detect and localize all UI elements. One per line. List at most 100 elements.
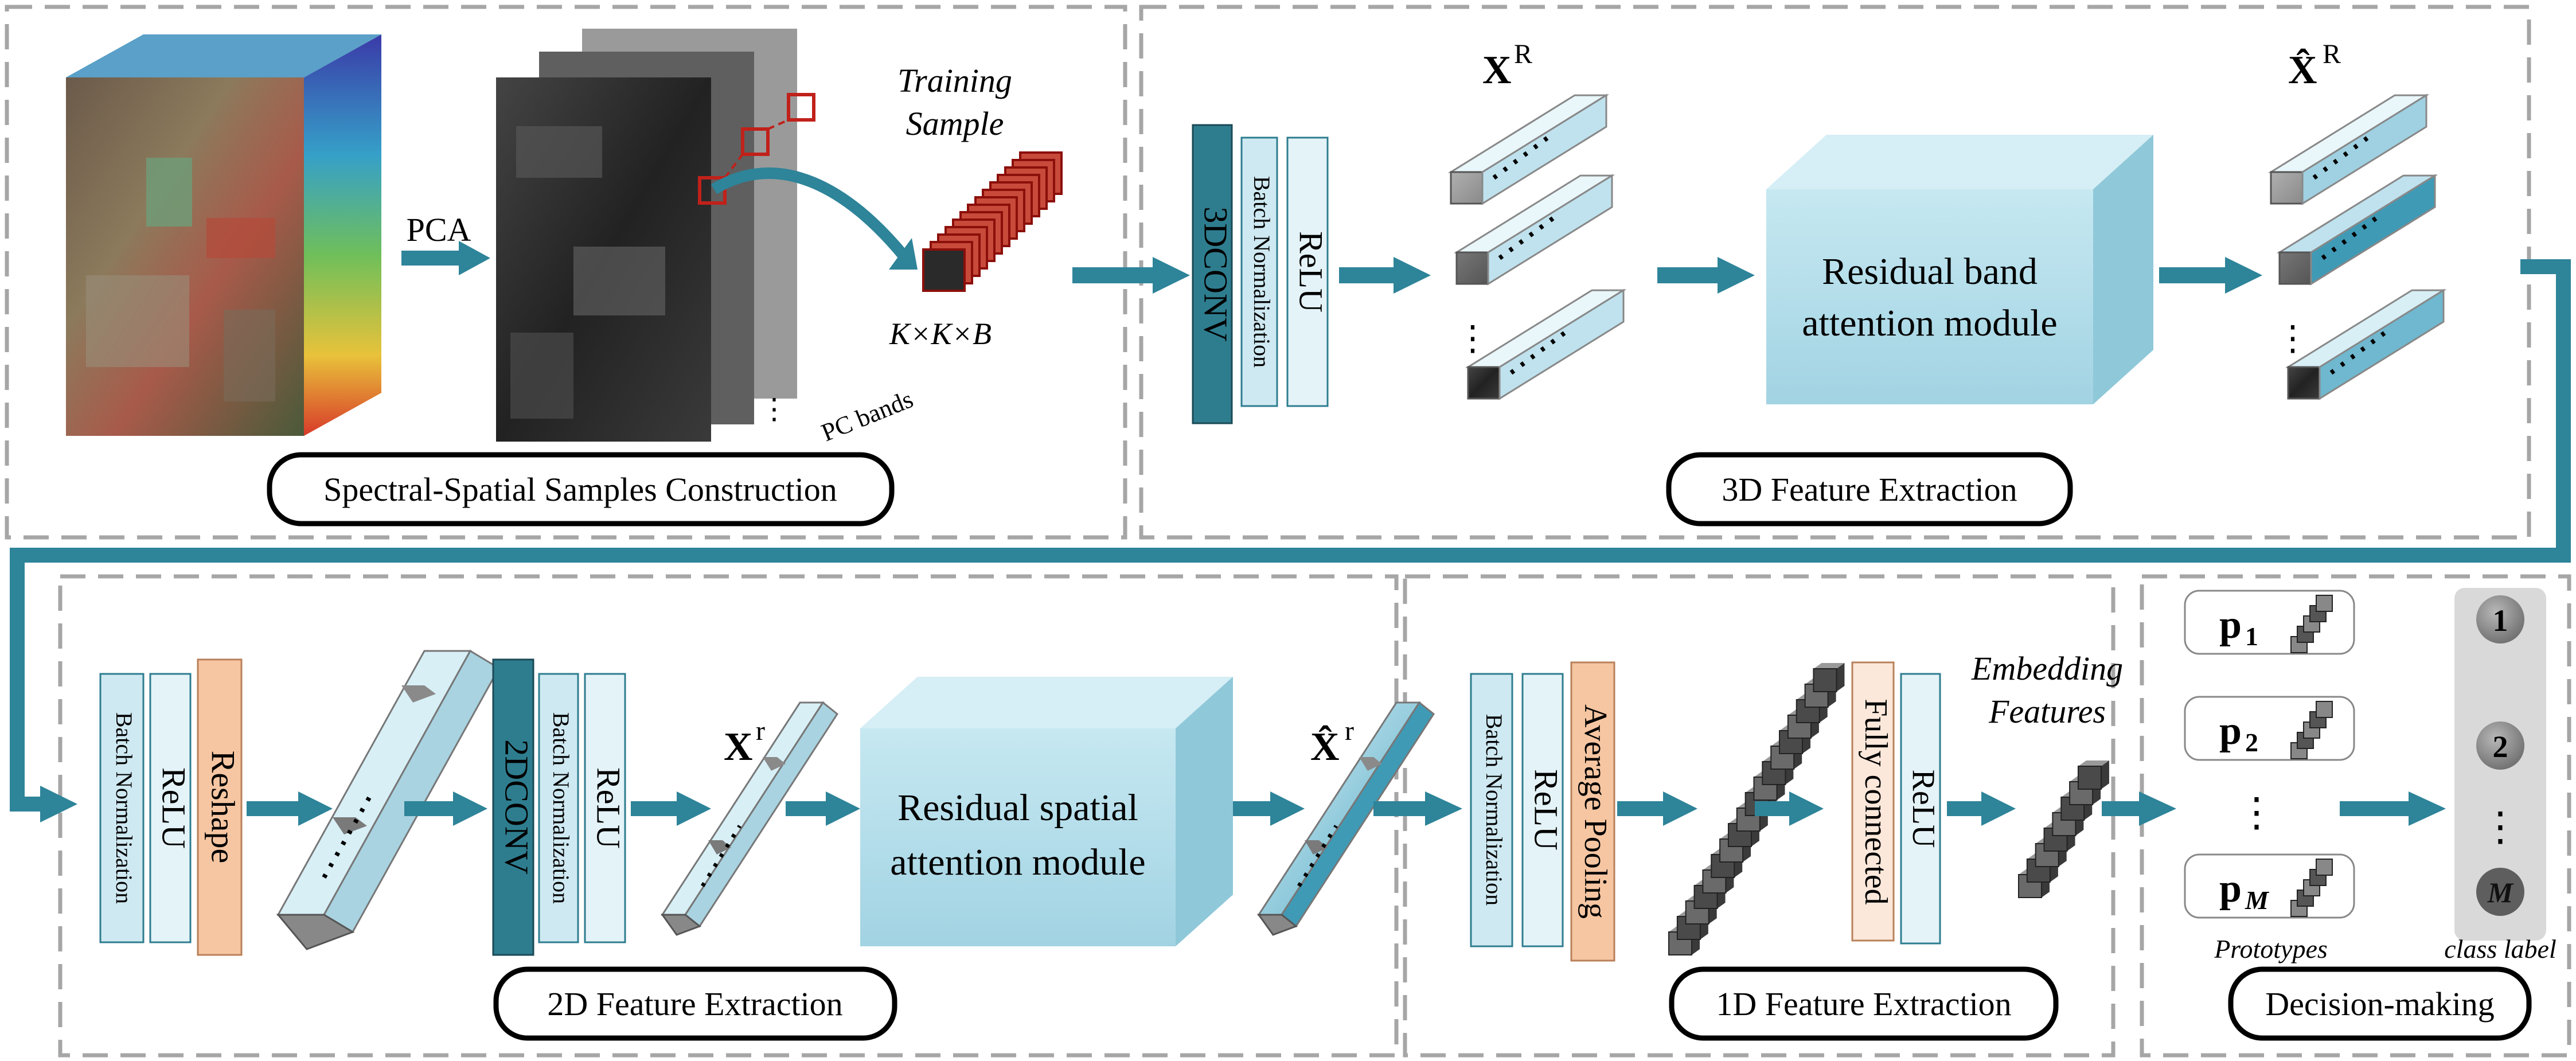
layer-fc-label: Fully connected — [1858, 699, 1894, 904]
hsi-cube — [66, 34, 381, 436]
layer-1d-bn — [1470, 673, 1513, 947]
arrow-to-decision-head — [2139, 791, 2176, 826]
layer-3d-relu — [1286, 136, 1329, 407]
title-spectral-spatial: Spectral-Spatial Samples Construction — [323, 471, 837, 508]
xR-bar-2 — [1453, 174, 1615, 286]
layer-avgpool-label: Average Pooling — [1578, 704, 1613, 919]
arrow-2d-3-head — [677, 791, 711, 826]
xr-label: X — [724, 725, 753, 769]
arrow-2d-1-head — [298, 791, 333, 826]
class-circle-M — [2476, 868, 2524, 916]
arrow-1d-2-head — [1789, 791, 1824, 826]
xR-bar-1 — [1447, 93, 1610, 205]
prototype-1-sub: 1 — [2245, 622, 2258, 651]
pooled-cube — [1813, 663, 1845, 692]
title-pill-1d — [1669, 966, 2059, 1041]
arrow-3d-2-head — [1718, 257, 1755, 294]
prototype-1-label: p — [2219, 603, 2242, 647]
xR-bar-3 — [1465, 288, 1627, 400]
xR-ellipsis: ⋮ — [1455, 319, 1490, 357]
layer-1d-relu — [1521, 673, 1564, 947]
prototype-M-label: p — [2219, 867, 2242, 911]
connector-3d-to-2d — [10, 259, 2571, 812]
title-decision: Decision-making — [2265, 985, 2494, 1023]
layer-2d-relu1 — [149, 673, 192, 943]
class-M-label: M — [2487, 876, 2514, 908]
title-2d: 2D Feature Extraction — [547, 985, 842, 1023]
layer-2d-relu2 — [584, 673, 626, 943]
layer-reshape — [197, 658, 243, 956]
title-pill-spectral-spatial — [267, 452, 895, 526]
title-pill-2d — [493, 966, 897, 1041]
layer-1d-relu2-label: ReLU — [1906, 770, 1941, 848]
layer-2d-bn2-label: Batch Normalization — [548, 712, 574, 904]
pc-band-stack — [496, 29, 815, 442]
prototype-2-label: p — [2219, 709, 2242, 753]
prototypes-caption: Prototypes — [2214, 934, 2328, 964]
layer-2d-relu1-label: ReLU — [155, 767, 193, 849]
rsa-label-line1: Residual spatial — [897, 787, 1138, 829]
prototype-2-sub: 2 — [2245, 728, 2258, 757]
xhatR-bars: ⋮ — [2267, 93, 2447, 400]
prototype-M-sub: M — [2245, 886, 2270, 915]
hsi-cube-side — [304, 34, 381, 436]
xR-label: X — [1482, 48, 1512, 92]
arrow-3d-1-head — [1394, 257, 1431, 294]
pc-bands-ellipsis: ⋮ — [760, 393, 789, 425]
layer-avgpool — [1570, 661, 1615, 962]
xhatR-label: X̂ — [2288, 48, 2317, 92]
arrow-to-class-head — [2409, 791, 2446, 826]
rba-label-line2: attention module — [1802, 302, 2057, 344]
pc-bands-label: PC bands — [817, 385, 917, 447]
xhatr-label: X̂ — [1310, 725, 1340, 769]
arrow-3d-3-head — [2225, 257, 2262, 294]
layer-3d-relu-label: ReLU — [1293, 231, 1330, 313]
title-pill-3d — [1666, 452, 2073, 526]
xhatR-bar-2 — [2276, 174, 2438, 286]
layer-reshape-label: Reshape — [205, 751, 242, 864]
class-ellipsis: ⋮ — [2480, 805, 2520, 849]
xR-bars: ⋮ — [1447, 93, 1627, 400]
residual-band-attention-module — [1766, 135, 2153, 404]
sample-arrow-head — [889, 238, 918, 270]
layer-3d-bn — [1240, 136, 1278, 407]
prototype-icon-cube — [2316, 859, 2333, 876]
xhatR-bar-3 — [2285, 288, 2447, 400]
title-1d: 1D Feature Extraction — [1716, 985, 2011, 1023]
arrow-to-1d-head — [1425, 791, 1462, 826]
layer-2d-bn1 — [99, 673, 145, 943]
training-sample-stack — [922, 151, 1063, 292]
sample-arrow — [711, 167, 908, 259]
rsa-label-line2: attention module — [890, 841, 1145, 883]
xhatR-ellipsis: ⋮ — [2276, 319, 2310, 357]
kxkxb-label: K×K×B — [889, 317, 992, 351]
residual-spatial-attention-module — [860, 677, 1233, 946]
title-3d: 3D Feature Extraction — [1722, 471, 2017, 508]
prototype-ellipsis: ⋮ — [2237, 791, 2277, 835]
training-sample-line1: Training — [897, 62, 1012, 99]
prototype-icon-cube — [2316, 595, 2333, 612]
arrow-to-3d-head — [1153, 257, 1190, 294]
layer-2dconv — [492, 658, 534, 956]
layer-fc — [1851, 661, 1895, 942]
layer-2d-bn1-label: Batch Normalization — [111, 712, 137, 904]
layer-3d-bn-label: Batch Normalization — [1249, 176, 1275, 368]
embedding-line2: Features — [1988, 693, 2106, 730]
training-patch — [922, 248, 966, 292]
arrow-2d-4-head — [826, 791, 860, 826]
embedding-feature-stack — [2018, 760, 2109, 898]
title-pill-decision — [2228, 966, 2532, 1041]
class-label-caption: class label — [2444, 934, 2556, 964]
xr-feature-bar — [661, 701, 838, 936]
class-2-label: 2 — [2493, 730, 2508, 764]
arrow-2d-2-head — [453, 791, 487, 826]
hsi-cube-top — [66, 34, 381, 77]
layer-2d-relu2-label: ReLU — [590, 767, 627, 849]
rba-label-line1: Residual band — [1822, 251, 2038, 292]
embedding-cube — [2077, 760, 2109, 790]
layer-1d-relu2 — [1900, 673, 1941, 945]
layer-2d-bn2 — [538, 673, 579, 943]
layer-3dconv — [1192, 124, 1233, 424]
training-sample-line2: Sample — [906, 105, 1004, 142]
